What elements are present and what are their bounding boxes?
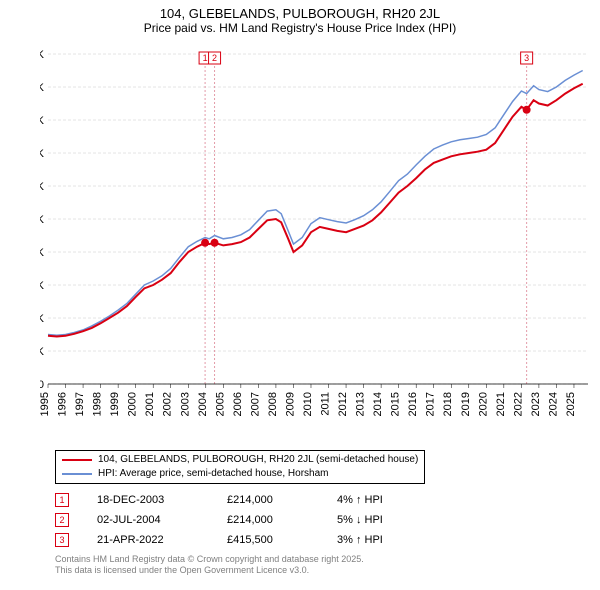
svg-text:£250K: £250K xyxy=(40,214,45,226)
svg-text:2017: 2017 xyxy=(425,392,437,416)
svg-text:2003: 2003 xyxy=(179,392,191,416)
svg-text:2020: 2020 xyxy=(477,392,489,416)
attribution: Contains HM Land Registry data © Crown c… xyxy=(55,554,364,576)
svg-text:3: 3 xyxy=(524,53,529,63)
svg-text:2009: 2009 xyxy=(284,392,296,416)
svg-text:2008: 2008 xyxy=(267,392,279,416)
svg-text:£50K: £50K xyxy=(40,346,45,358)
event-price: £214,000 xyxy=(227,514,337,526)
chart-title: 104, GLEBELANDS, PULBOROUGH, RH20 2JL xyxy=(0,6,600,21)
svg-text:£100K: £100K xyxy=(40,313,45,325)
svg-text:2019: 2019 xyxy=(460,392,472,416)
event-date: 21-APR-2022 xyxy=(97,534,227,546)
legend-swatch xyxy=(62,459,92,461)
svg-text:1998: 1998 xyxy=(92,392,104,416)
svg-text:2: 2 xyxy=(212,53,217,63)
event-diff: 5% ↓ HPI xyxy=(337,514,457,526)
svg-text:2023: 2023 xyxy=(530,392,542,416)
event-marker-icon: 1 xyxy=(55,493,69,507)
svg-text:£400K: £400K xyxy=(40,115,45,127)
series-property xyxy=(48,84,583,337)
svg-text:2015: 2015 xyxy=(390,392,402,416)
svg-text:2016: 2016 xyxy=(407,392,419,416)
legend-label: HPI: Average price, semi-detached house,… xyxy=(98,467,329,481)
event-marker-icon: 3 xyxy=(55,533,69,547)
chart-subtitle: Price paid vs. HM Land Registry's House … xyxy=(0,21,600,35)
svg-text:2013: 2013 xyxy=(355,392,367,416)
svg-text:1999: 1999 xyxy=(109,392,121,416)
event-price: £214,000 xyxy=(227,494,337,506)
event-diff: 3% ↑ HPI xyxy=(337,534,457,546)
svg-text:1995: 1995 xyxy=(40,392,51,416)
svg-text:£350K: £350K xyxy=(40,148,45,160)
svg-text:£200K: £200K xyxy=(40,247,45,259)
legend: 104, GLEBELANDS, PULBOROUGH, RH20 2JL (s… xyxy=(55,450,425,484)
legend-item: HPI: Average price, semi-detached house,… xyxy=(62,467,418,481)
svg-text:2011: 2011 xyxy=(320,392,332,416)
svg-text:2012: 2012 xyxy=(337,392,349,416)
svg-text:2004: 2004 xyxy=(197,392,209,416)
title-block: 104, GLEBELANDS, PULBOROUGH, RH20 2JL Pr… xyxy=(0,0,600,35)
svg-text:2014: 2014 xyxy=(372,392,384,416)
svg-text:2000: 2000 xyxy=(127,392,139,416)
svg-text:£300K: £300K xyxy=(40,181,45,193)
svg-text:£0: £0 xyxy=(40,379,44,391)
svg-text:1997: 1997 xyxy=(74,392,86,416)
svg-text:2006: 2006 xyxy=(232,392,244,416)
series-hpi xyxy=(48,71,583,336)
legend-item: 104, GLEBELANDS, PULBOROUGH, RH20 2JL (s… xyxy=(62,453,418,467)
svg-text:£450K: £450K xyxy=(40,82,45,94)
events-table: 1 18-DEC-2003 £214,000 4% ↑ HPI 2 02-JUL… xyxy=(55,490,457,550)
svg-text:£500K: £500K xyxy=(40,49,45,61)
svg-text:2001: 2001 xyxy=(144,392,156,416)
svg-text:2021: 2021 xyxy=(495,392,507,416)
event-diff: 4% ↑ HPI xyxy=(337,494,457,506)
svg-text:2002: 2002 xyxy=(162,392,174,416)
svg-text:2005: 2005 xyxy=(214,392,226,416)
svg-text:2022: 2022 xyxy=(512,392,524,416)
event-row: 1 18-DEC-2003 £214,000 4% ↑ HPI xyxy=(55,490,457,510)
svg-text:1: 1 xyxy=(203,53,208,63)
legend-swatch xyxy=(62,473,92,475)
attribution-line: Contains HM Land Registry data © Crown c… xyxy=(55,554,364,565)
legend-label: 104, GLEBELANDS, PULBOROUGH, RH20 2JL (s… xyxy=(98,453,418,467)
line-chart: £0 £50K £100K £150K £200K £250K £300K £350K £400… xyxy=(40,44,590,424)
svg-text:2007: 2007 xyxy=(249,392,261,416)
event-date: 18-DEC-2003 xyxy=(97,494,227,506)
attribution-line: This data is licensed under the Open Gov… xyxy=(55,565,364,576)
svg-text:2010: 2010 xyxy=(302,392,314,416)
event-row: 3 21-APR-2022 £415,500 3% ↑ HPI xyxy=(55,530,457,550)
chart-container: 104, GLEBELANDS, PULBOROUGH, RH20 2JL Pr… xyxy=(0,0,600,590)
event-row: 2 02-JUL-2004 £214,000 5% ↓ HPI xyxy=(55,510,457,530)
svg-text:2025: 2025 xyxy=(565,392,577,416)
event-marker-icon: 2 xyxy=(55,513,69,527)
svg-text:£150K: £150K xyxy=(40,280,45,292)
event-date: 02-JUL-2004 xyxy=(97,514,227,526)
event-price: £415,500 xyxy=(227,534,337,546)
svg-text:1996: 1996 xyxy=(57,392,69,416)
svg-text:2018: 2018 xyxy=(442,392,454,416)
svg-text:2024: 2024 xyxy=(547,392,559,416)
